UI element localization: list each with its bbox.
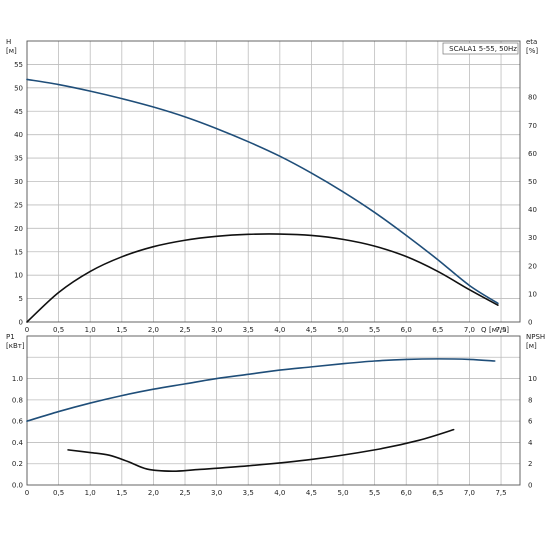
y-right-tick-label: 4 <box>528 439 533 447</box>
y-right-tick-label: 40 <box>528 206 537 214</box>
x-tick-label: 5,5 <box>369 489 380 497</box>
npsh-curve <box>67 428 455 472</box>
y-right-axis-label: eta <box>526 38 537 46</box>
y-right-tick-label: 10 <box>528 375 537 383</box>
y-left-axis-label: P1 <box>6 333 15 341</box>
y-left-tick-label: 25 <box>14 201 23 209</box>
y-right-axis-label: NPSH <box>526 333 545 341</box>
efficiency-curve <box>26 233 499 323</box>
x-tick-label: 4,5 <box>306 326 317 334</box>
x-tick-label: 2,0 <box>148 489 159 497</box>
x-tick-label: 1,0 <box>85 326 96 334</box>
y-left-tick-label: 55 <box>14 61 23 69</box>
x-tick-label: 2,5 <box>179 489 190 497</box>
x-tick-label: 3,5 <box>243 489 254 497</box>
y-left-tick-label: 10 <box>14 272 23 280</box>
x-tick-label: 4,0 <box>274 326 285 334</box>
y-right-tick-label: 60 <box>528 150 537 158</box>
y-right-tick-label: 50 <box>528 178 537 186</box>
y-left-tick-label: 50 <box>14 84 23 92</box>
y-right-tick-label: 80 <box>528 94 537 102</box>
y-left-tick-label: 45 <box>14 108 23 116</box>
x-tick-label: 2,0 <box>148 326 159 334</box>
y-right-tick-label: 6 <box>528 418 533 426</box>
x-tick-label: 6,5 <box>432 326 443 334</box>
x-tick-label: 4,0 <box>274 489 285 497</box>
y-right-tick-label: 20 <box>528 262 537 270</box>
y-right-tick-label: 8 <box>528 396 532 404</box>
x-tick-label: 5,0 <box>337 489 348 497</box>
y-left-tick-label: 35 <box>14 155 23 163</box>
x-tick-label: 5,5 <box>369 326 380 334</box>
y-right-tick-label: 70 <box>528 122 537 130</box>
x-axis-unit: [м³/ч] <box>489 326 509 334</box>
x-tick-label: 6,5 <box>432 489 443 497</box>
title-box <box>442 42 519 55</box>
y-left-tick-label: 0.8 <box>12 396 23 404</box>
y-right-axis-unit: [м] <box>526 342 537 350</box>
x-tick-label: 7,5 <box>495 326 506 334</box>
x-tick-label: 0,5 <box>53 489 64 497</box>
y-left-axis-unit: [м] <box>6 47 17 55</box>
x-tick-label: 5,0 <box>337 326 348 334</box>
plot-frame <box>26 40 521 323</box>
y-left-tick-label: 0.0 <box>12 482 23 490</box>
plot-frame <box>26 335 521 486</box>
x-tick-label: 7,5 <box>495 489 506 497</box>
y-right-tick-label: 10 <box>528 290 537 298</box>
y-left-tick-label: 0.6 <box>12 418 24 426</box>
x-tick-label: 3,5 <box>243 326 254 334</box>
y-left-tick-label: 30 <box>14 178 23 186</box>
y-right-tick-label: 2 <box>528 460 532 468</box>
y-left-tick-label: 0.4 <box>12 439 24 447</box>
x-tick-label: 6,0 <box>401 489 412 497</box>
y-right-tick-label: 0 <box>528 482 532 490</box>
x-axis-label: Q <box>481 326 487 334</box>
x-tick-label: 1,5 <box>116 489 127 497</box>
x-tick-label: 6,0 <box>401 326 412 334</box>
x-tick-label: 0,5 <box>53 326 64 334</box>
y-left-tick-label: 0.2 <box>12 460 23 468</box>
x-tick-label: 2,5 <box>179 326 190 334</box>
x-tick-label: 0 <box>25 489 29 497</box>
x-tick-label: 0 <box>25 326 29 334</box>
x-tick-label: 1,5 <box>116 326 127 334</box>
y-left-axis-label: H <box>6 38 11 46</box>
y-left-tick-label: 1.0 <box>12 375 23 383</box>
y-right-tick-label: 0 <box>528 319 532 327</box>
y-left-tick-label: 5 <box>19 295 23 303</box>
x-tick-label: 1,0 <box>85 489 96 497</box>
x-tick-label: 4,5 <box>306 489 317 497</box>
power-curve <box>26 358 496 422</box>
y-right-tick-label: 30 <box>528 234 537 242</box>
y-left-axis-unit: [кВт] <box>6 342 25 350</box>
y-left-tick-label: 0 <box>19 319 23 327</box>
y-left-tick-label: 40 <box>14 131 23 139</box>
chart-title: SCALA1 5-55, 50Hz <box>449 45 517 53</box>
x-tick-label: 7,0 <box>464 326 475 334</box>
y-left-tick-label: 20 <box>14 225 23 233</box>
y-right-axis-unit: [%] <box>526 47 538 55</box>
y-left-tick-label: 15 <box>14 248 23 256</box>
x-tick-label: 7,0 <box>464 489 475 497</box>
head-curve <box>26 78 499 305</box>
x-tick-label: 3,0 <box>211 326 222 334</box>
x-tick-label: 3,0 <box>211 489 222 497</box>
